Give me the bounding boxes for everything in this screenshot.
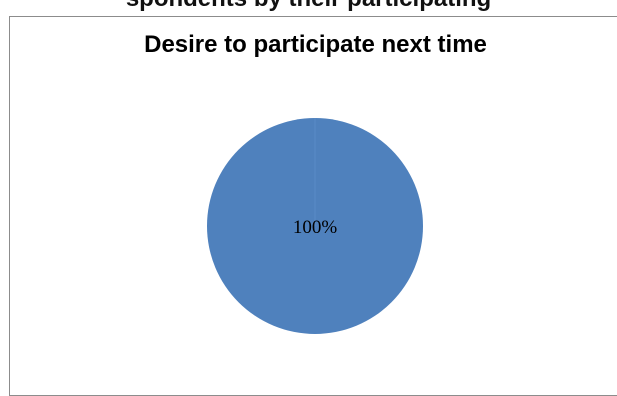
pie-chart: 100% [207,118,423,334]
chart-title: Desire to participate next time [144,31,487,58]
pie-data-label-0: 100% [293,217,338,238]
pie-labels: 100% [293,217,338,238]
partial-page-heading: spondents by their participating [0,0,617,12]
pie-slices [207,118,423,334]
